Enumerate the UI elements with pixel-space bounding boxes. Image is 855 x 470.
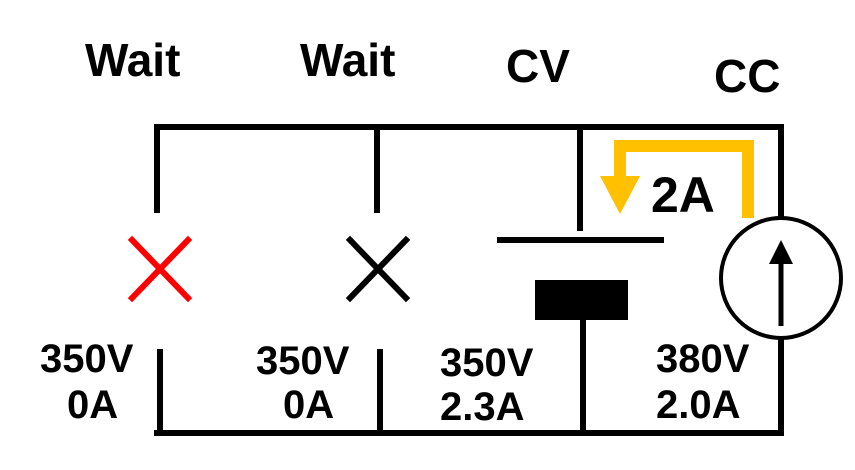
top-bus <box>154 124 784 231</box>
branch-3-voltage: 350V <box>440 341 534 385</box>
mode-label-4: CC <box>714 50 780 102</box>
branch-2-voltage: 350V <box>256 339 350 383</box>
open-switch-x-icon-1 <box>127 235 193 303</box>
capacitor-icon <box>497 237 664 320</box>
mode-label-3: CV <box>506 40 570 92</box>
current-source-icon <box>719 216 843 340</box>
mode-label-1: Wait <box>85 34 180 86</box>
loop-current-arrow: 2A <box>600 140 754 223</box>
bottom-bus <box>154 317 784 436</box>
branch-4-current: 2.0A <box>656 383 741 427</box>
capacitor-plate-bottom <box>535 280 628 320</box>
loop-current-label: 2A <box>651 167 715 223</box>
loop-current-path <box>614 140 754 218</box>
branch-3-current: 2.3A <box>440 385 525 429</box>
branch-1-voltage: 350V <box>40 337 134 381</box>
mode-label-2: Wait <box>300 34 395 86</box>
branch-4-voltage: 380V <box>656 337 750 381</box>
open-switch-x-icon-2 <box>345 235 411 303</box>
branch-1-current: 0A <box>67 383 118 427</box>
branch-2-current: 0A <box>283 383 334 427</box>
down-arrow-icon <box>600 176 640 214</box>
up-arrow-icon <box>769 240 793 264</box>
